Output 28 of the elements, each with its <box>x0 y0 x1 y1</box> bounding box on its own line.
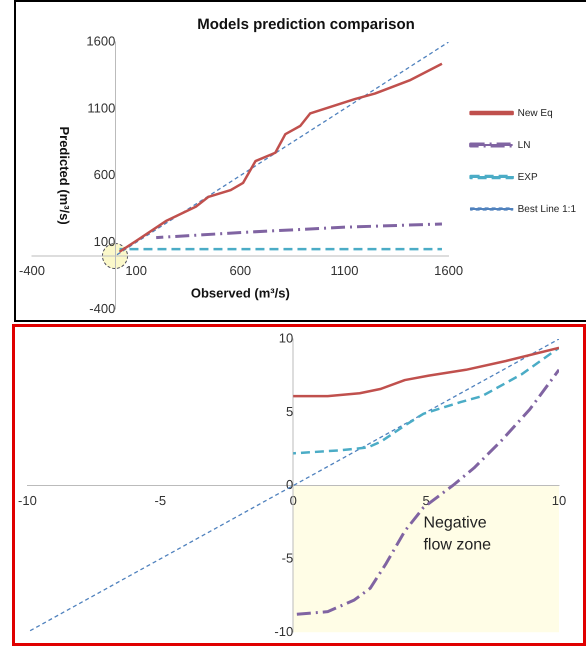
y-axis-title: Predicted (m³/s) <box>57 126 72 225</box>
legend-label: Best Line 1:1 <box>518 204 576 215</box>
y-tick-label: -10 <box>274 624 294 639</box>
y-tick-label: -400 <box>89 300 116 316</box>
line-series <box>292 346 559 455</box>
x-tick-label: 1100 <box>330 263 358 278</box>
chart-title: Models prediction comparison <box>197 16 415 34</box>
y-tick-label: 10 <box>278 330 294 346</box>
y-tick-label: 600 <box>94 167 116 182</box>
x-tick-label: 10 <box>552 492 566 508</box>
legend-label: New Eq <box>518 108 553 119</box>
legend-label: EXP <box>518 172 538 183</box>
y-tick-label: 5 <box>286 404 294 419</box>
x-tick-label: 100 <box>125 263 148 278</box>
band-label: Negative flow zone <box>423 514 492 554</box>
x-tick-label: -400 <box>18 263 46 278</box>
x-tick-label: -5 <box>154 492 166 508</box>
line-series <box>154 222 444 240</box>
x-tick-label: 600 <box>229 263 252 278</box>
y-tick-label: 0 <box>286 477 294 492</box>
y-tick-label: 100 <box>94 234 116 249</box>
y-tick-label: 1600 <box>86 34 116 49</box>
x-tick-label: 1600 <box>434 263 464 278</box>
legend-label: LN <box>518 140 530 151</box>
y-tick-label: -5 <box>282 550 294 566</box>
x-axis-title: Observed (m³/s) <box>190 286 290 301</box>
y-tick-label: 1100 <box>87 100 116 116</box>
x-tick-label: -10 <box>18 492 37 508</box>
